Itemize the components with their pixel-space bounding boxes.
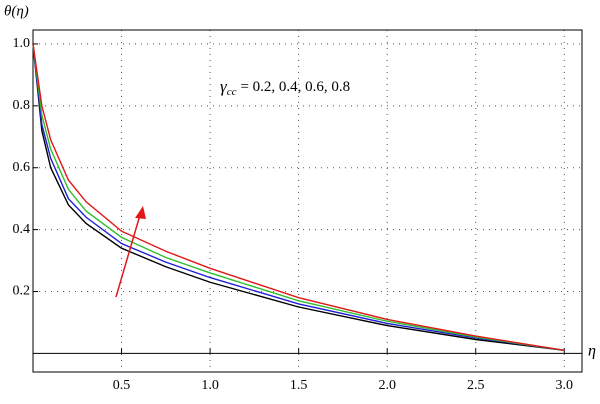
y-tick-label: 1.0	[13, 36, 31, 51]
x-axis-label: η	[588, 343, 596, 360]
x-tick-label: 2.5	[467, 378, 485, 393]
y-axis-label: θ(η)	[4, 3, 29, 19]
plot-frame	[32, 29, 583, 373]
arrow-shaft	[115, 214, 141, 298]
annotation: γcc = 0.2, 0.4, 0.6, 0.8	[220, 77, 350, 98]
line-series	[32, 43, 565, 352]
x-tick-label: 1.5	[290, 378, 308, 393]
y-tick-label: 0.6	[13, 160, 31, 175]
y-tick-label: 0.8	[13, 98, 31, 113]
annotation-symbol: γ	[220, 77, 228, 96]
x-tick-label: 2.0	[378, 378, 396, 393]
arrow-head	[135, 206, 146, 219]
annotation-subscript: cc	[227, 86, 237, 98]
line-series	[32, 43, 565, 352]
y-tick-label: 0.2	[13, 284, 31, 299]
x-tick-label: 0.5	[113, 378, 131, 393]
line-series	[32, 43, 565, 352]
x-tick-label: 3.0	[556, 378, 574, 393]
annotation-text: = 0.2, 0.4, 0.6, 0.8	[240, 79, 350, 95]
y-tick-label: 0.4	[13, 222, 31, 237]
line-series	[32, 43, 565, 352]
x-tick-label: 1.0	[201, 378, 219, 393]
